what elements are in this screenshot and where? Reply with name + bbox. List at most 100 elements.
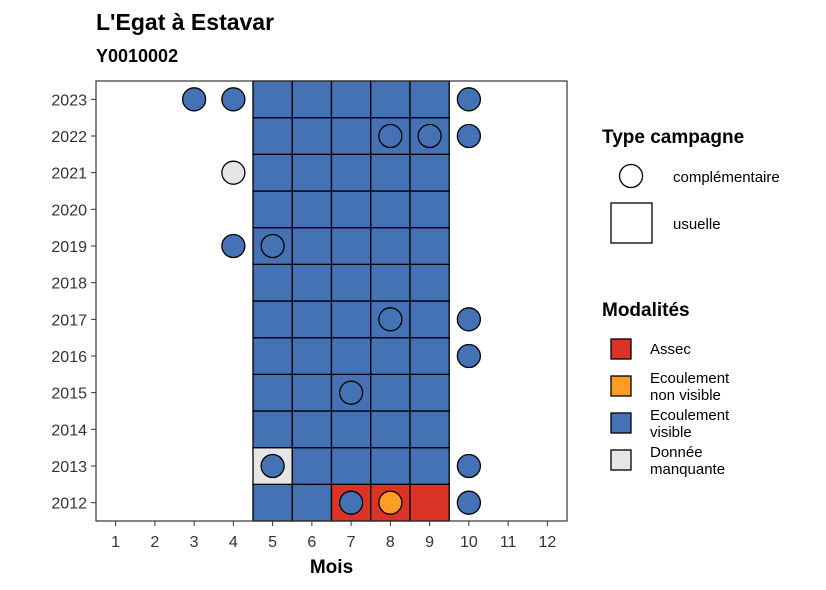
cell-2014-8 — [370, 410, 411, 449]
x-tick-label: 10 — [460, 534, 478, 551]
cell-2020-9 — [409, 190, 450, 229]
cell-2021-6 — [291, 153, 333, 192]
point-2012-10 — [456, 490, 482, 515]
cell-2014-5 — [252, 410, 293, 449]
x-tick-label: 12 — [538, 534, 556, 551]
y-tick-label: 2020 — [51, 202, 87, 219]
cell-2018-9 — [409, 263, 450, 302]
complementaire-points — [181, 87, 482, 515]
y-tick-label: 2023 — [51, 92, 87, 109]
cell-2016-9 — [409, 337, 450, 375]
point-2023-10 — [456, 87, 482, 112]
cell-2023-7 — [330, 80, 372, 119]
cell-2019-9 — [409, 227, 450, 265]
x-tick-label: 8 — [386, 534, 395, 551]
legend-key-assec — [610, 338, 632, 360]
cell-2013-9 — [409, 447, 450, 485]
y-tick-label: 2013 — [51, 459, 87, 476]
cell-2023-6 — [291, 80, 333, 119]
y-tick-label: 2017 — [51, 312, 87, 329]
chart-title: L'Egat à Estavar — [96, 9, 274, 35]
plot-area — [95, 80, 568, 522]
cell-2012-6 — [291, 483, 333, 522]
cell-2023-5 — [252, 80, 293, 119]
point-2019-5 — [260, 233, 285, 259]
plot-border — [95, 80, 568, 522]
point-2015-7 — [338, 380, 364, 405]
cell-2022-5 — [252, 117, 293, 155]
point-2019-4 — [221, 233, 246, 259]
cell-2023-9 — [409, 80, 450, 119]
cell-2015-9 — [409, 373, 450, 412]
cell-2016-8 — [370, 337, 411, 375]
legend-label-nonvisible: non visible — [650, 387, 721, 404]
point-2012-8 — [378, 490, 403, 515]
point-2022-8 — [378, 123, 403, 149]
x-tick-label: 5 — [268, 534, 277, 551]
cell-2018-6 — [291, 263, 333, 302]
cell-2019-6 — [291, 227, 333, 265]
y-tick-label: 2015 — [51, 386, 87, 403]
cell-2022-7 — [330, 117, 372, 155]
cell-2020-6 — [291, 190, 333, 229]
point-2017-10 — [456, 307, 482, 332]
cell-2018-5 — [252, 263, 293, 302]
cell-2019-8 — [370, 227, 411, 265]
point-2017-8 — [378, 307, 403, 332]
legend-label-manquante: manquante — [650, 461, 725, 478]
cell-2016-5 — [252, 337, 293, 375]
chart-subtitle: Y0010002 — [96, 46, 178, 66]
cell-2013-6 — [291, 447, 333, 485]
cell-2015-5 — [252, 373, 293, 412]
cell-2018-8 — [370, 263, 411, 302]
y-tick-label: 2012 — [51, 496, 87, 513]
y-tick-label: 2014 — [51, 422, 87, 439]
legend-campaign: Type campagne complémentaire usuelle — [602, 127, 780, 244]
legend-label-visible: visible — [650, 424, 692, 441]
cell-2021-9 — [409, 153, 450, 192]
cell-2014-9 — [409, 410, 450, 449]
cell-2016-6 — [291, 337, 333, 375]
x-axis: 1 2 3 4 5 6 7 8 9 10 11 12 — [111, 521, 556, 551]
y-tick-label: 2016 — [51, 349, 87, 366]
legend-campaign-label-usuelle: usuelle — [673, 216, 721, 233]
point-2022-9 — [417, 123, 442, 149]
point-2012-7 — [338, 490, 364, 515]
x-axis-title: Mois — [310, 557, 353, 578]
cell-2019-7 — [330, 227, 372, 265]
cell-2020-8 — [370, 190, 411, 229]
y-axis: 2012 2013 2014 2015 2016 2017 2018 2019 2020 2021… — [51, 92, 96, 513]
legend-label-visible: Ecoulement — [650, 407, 730, 424]
x-tick-label: 7 — [347, 534, 356, 551]
legend-square-marker — [610, 202, 653, 244]
legend-key-manquante — [610, 449, 632, 471]
point-2021-4 — [221, 160, 246, 185]
legend-label-manquante: Donnée — [650, 444, 703, 461]
cell-2022-6 — [291, 117, 333, 155]
point-2022-10 — [456, 123, 482, 149]
cell-2013-7 — [330, 447, 372, 485]
point-2023-4 — [221, 87, 246, 112]
cell-2020-7 — [330, 190, 372, 229]
x-tick-label: 1 — [111, 534, 120, 551]
legend-circle-marker — [618, 163, 644, 189]
x-tick-label: 9 — [425, 534, 434, 551]
legend-key-visible — [610, 412, 632, 434]
legend-label-assec: Assec — [650, 341, 691, 358]
cell-2018-7 — [330, 263, 372, 302]
x-tick-label: 11 — [500, 534, 517, 551]
x-tick-label: 2 — [150, 534, 159, 551]
cell-2021-7 — [330, 153, 372, 192]
y-tick-label: 2021 — [51, 166, 87, 183]
y-tick-label: 2018 — [51, 276, 87, 293]
cell-2015-6 — [291, 373, 333, 412]
point-2023-3 — [181, 87, 207, 112]
x-tick-label: 3 — [190, 534, 199, 551]
legend-label-nonvisible: Ecoulement — [650, 370, 730, 387]
cell-2014-6 — [291, 410, 333, 449]
cell-2020-5 — [252, 190, 293, 229]
cell-2012-5 — [252, 483, 293, 522]
cell-2013-8 — [370, 447, 411, 485]
x-tick-label: 6 — [307, 534, 316, 551]
